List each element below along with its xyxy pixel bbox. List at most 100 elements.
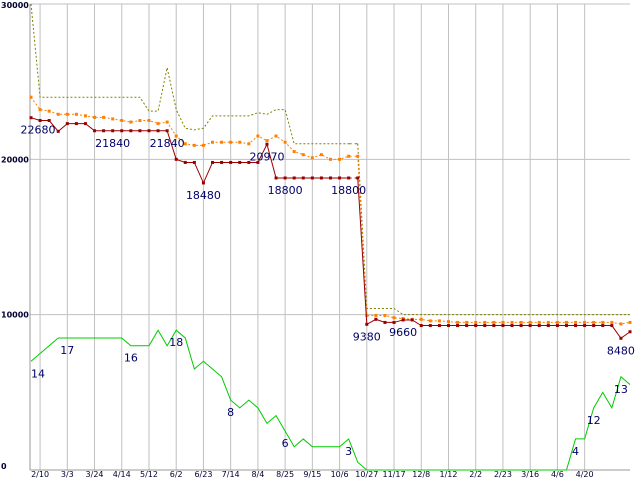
point-price xyxy=(437,324,441,328)
data-label: 18800 xyxy=(268,184,303,197)
point-average xyxy=(147,119,151,122)
point-price xyxy=(474,324,478,328)
data-label: 22680 xyxy=(21,124,56,137)
point-price xyxy=(619,336,623,340)
point-price xyxy=(111,129,115,133)
point-price xyxy=(428,324,432,328)
point-average xyxy=(174,134,178,138)
point-average xyxy=(374,313,378,317)
point-price xyxy=(165,129,169,133)
point-average xyxy=(156,122,160,126)
x-tick-label: 2/10 xyxy=(31,470,49,479)
point-average xyxy=(574,320,578,324)
y-axis-ticks: 0 10000 20000 30000 xyxy=(1,1,29,471)
point-price xyxy=(29,116,33,120)
point-price xyxy=(546,324,550,328)
x-tick-label: 8/4 xyxy=(251,470,264,479)
data-label: 14 xyxy=(31,367,45,380)
point-price xyxy=(492,324,496,328)
point-price xyxy=(338,176,342,180)
point-average xyxy=(456,320,460,324)
x-tick-label: 4/20 xyxy=(576,470,594,479)
point-price xyxy=(301,176,305,180)
point-price xyxy=(419,324,423,328)
point-price xyxy=(238,160,242,164)
point-average xyxy=(120,119,124,122)
point-price xyxy=(537,324,541,328)
data-label: 9660 xyxy=(389,326,417,339)
point-average xyxy=(283,140,287,144)
point-average xyxy=(365,313,369,317)
x-tick-label: 8/25 xyxy=(276,470,294,479)
data-label: 9380 xyxy=(353,330,381,343)
series-line-upper-band-after xyxy=(357,143,630,316)
point-price xyxy=(220,160,224,164)
point-price xyxy=(528,324,532,328)
point-price xyxy=(501,324,505,328)
point-average xyxy=(601,320,605,324)
point-average xyxy=(83,114,87,118)
data-label: 18480 xyxy=(186,189,221,202)
point-average xyxy=(301,153,305,157)
point-price xyxy=(592,324,596,328)
point-average xyxy=(247,142,251,146)
x-tick-label: 4/14 xyxy=(113,470,131,479)
point-average xyxy=(319,153,323,157)
data-label: 21840 xyxy=(150,137,185,150)
x-tick-label: 3/3 xyxy=(61,470,74,479)
data-label: 4 xyxy=(572,445,579,458)
point-price xyxy=(65,122,69,126)
data-label: 8 xyxy=(227,406,234,419)
point-average xyxy=(555,320,559,324)
point-average xyxy=(474,320,478,324)
x-tick-label: 2/23 xyxy=(494,470,512,479)
point-average xyxy=(310,156,314,160)
point-price xyxy=(265,142,269,146)
point-average xyxy=(65,112,69,116)
point-price xyxy=(574,324,578,328)
point-price xyxy=(610,324,614,328)
point-average xyxy=(111,117,115,121)
point-price xyxy=(47,119,51,122)
point-average xyxy=(528,320,532,324)
point-price xyxy=(356,176,360,180)
y-tick-label: 30000 xyxy=(1,1,29,10)
point-price xyxy=(211,160,215,164)
data-labels: 22680 21840 21840 18480 20970 18800 18800 9380 9… xyxy=(21,124,635,458)
point-average xyxy=(510,320,514,324)
data-label: 3 xyxy=(345,445,352,458)
x-tick-label: 7/14 xyxy=(222,470,240,479)
point-average xyxy=(47,109,51,113)
point-price xyxy=(229,160,233,164)
point-price xyxy=(120,129,124,133)
point-price xyxy=(383,320,387,324)
x-tick-label: 9/15 xyxy=(303,470,321,479)
data-label: 12 xyxy=(587,414,601,427)
point-price xyxy=(192,160,196,164)
series-line-upper-band xyxy=(30,3,349,145)
point-average xyxy=(192,143,196,147)
point-average xyxy=(229,140,233,144)
x-tick-label: 10/6 xyxy=(331,470,349,479)
series-line-count xyxy=(30,329,631,471)
point-average xyxy=(256,134,260,138)
point-average xyxy=(292,150,296,154)
point-price xyxy=(410,318,414,322)
point-average xyxy=(338,157,342,161)
x-tick-label: 10/27 xyxy=(355,470,378,479)
point-average xyxy=(564,320,568,324)
point-average xyxy=(592,320,596,324)
point-price xyxy=(147,129,151,133)
series-line-average xyxy=(30,96,349,160)
point-price xyxy=(483,324,487,328)
data-label: 8480 xyxy=(607,344,635,357)
series-line-price xyxy=(30,117,349,185)
x-tick-label: 3/24 xyxy=(86,470,104,479)
point-price xyxy=(174,157,178,161)
point-average xyxy=(347,154,351,158)
point-average xyxy=(211,140,215,144)
data-label: 20970 xyxy=(249,150,284,163)
data-label: 21840 xyxy=(95,137,130,150)
point-average xyxy=(483,320,487,324)
